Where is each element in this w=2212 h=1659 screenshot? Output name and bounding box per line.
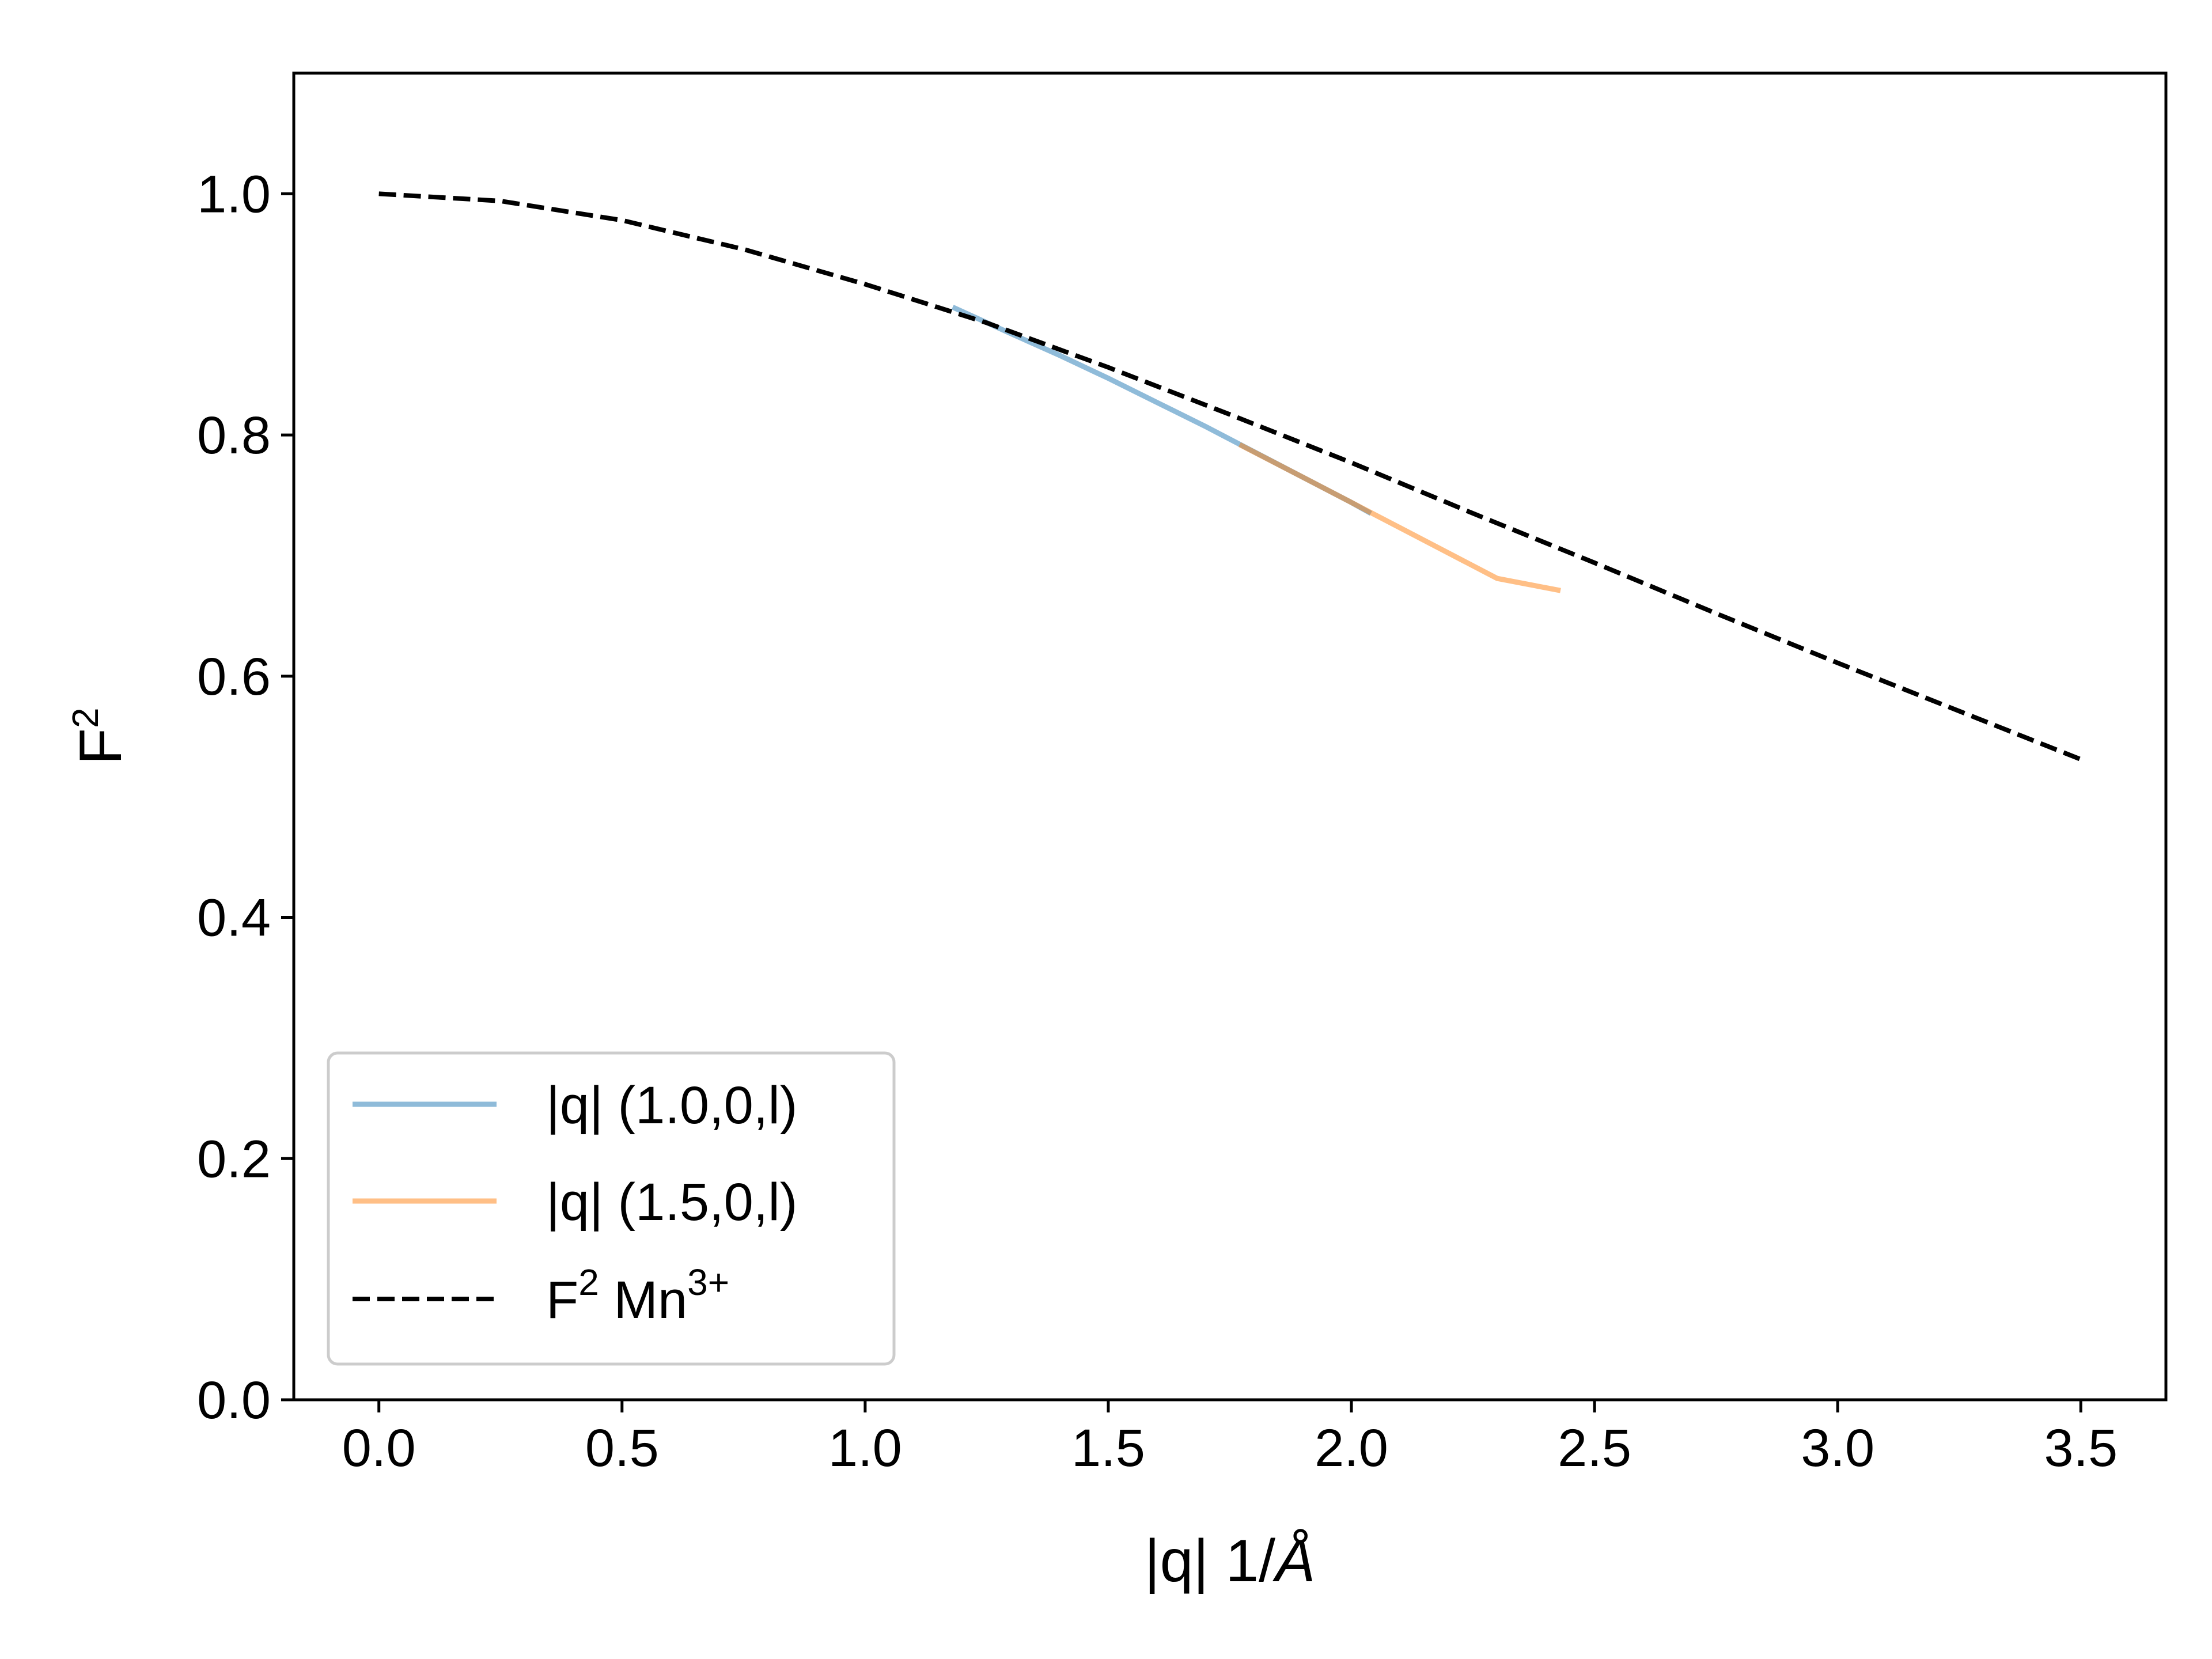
x-tick-label: 3.0 xyxy=(1801,1419,1874,1478)
legend-box xyxy=(327,1051,896,1366)
x-tick-label: 0.5 xyxy=(585,1419,659,1478)
y-tick-label: 0.6 xyxy=(197,647,271,706)
y-tick-label: 0.8 xyxy=(197,406,271,465)
legend-label-series-2: |q| (1.5,0,l) xyxy=(546,1173,797,1232)
y-tick-label: 0.2 xyxy=(197,1130,271,1188)
series-layer xyxy=(378,191,2082,762)
series-line-2 xyxy=(1238,442,1561,593)
legend-label-series-3: F2 Mn3+ xyxy=(546,1262,729,1330)
x-tick-label: 3.5 xyxy=(2044,1419,2118,1478)
legend: |q| (1.0,0,l) |q| (1.5,0,l) F2 Mn3+ xyxy=(327,1051,896,1366)
series-line-3 xyxy=(378,191,2082,762)
x-axis-ticks: 0.0 0.5 1.0 1.5 2.0 2.5 3.0 3.5 xyxy=(342,1400,2118,1478)
y-axis-label: F2 xyxy=(65,707,134,764)
y-axis-ticks: 0.0 0.2 0.4 0.6 0.8 1.0 xyxy=(197,165,294,1430)
x-tick-label: 2.0 xyxy=(1315,1419,1388,1478)
x-tick-label: 0.0 xyxy=(342,1419,416,1478)
x-tick-label: 1.0 xyxy=(828,1419,902,1478)
y-tick-label: 1.0 xyxy=(197,165,271,224)
plot-frame xyxy=(292,71,2168,1402)
x-tick-label: 1.5 xyxy=(1071,1419,1145,1478)
legend-label-series-1: |q| (1.0,0,l) xyxy=(546,1076,797,1135)
y-tick-label: 0.4 xyxy=(197,889,271,948)
y-tick-label: 0.0 xyxy=(197,1371,271,1430)
x-tick-label: 2.5 xyxy=(1558,1419,1631,1478)
x-axis-label: |q| 1/Å xyxy=(1145,1528,1316,1594)
